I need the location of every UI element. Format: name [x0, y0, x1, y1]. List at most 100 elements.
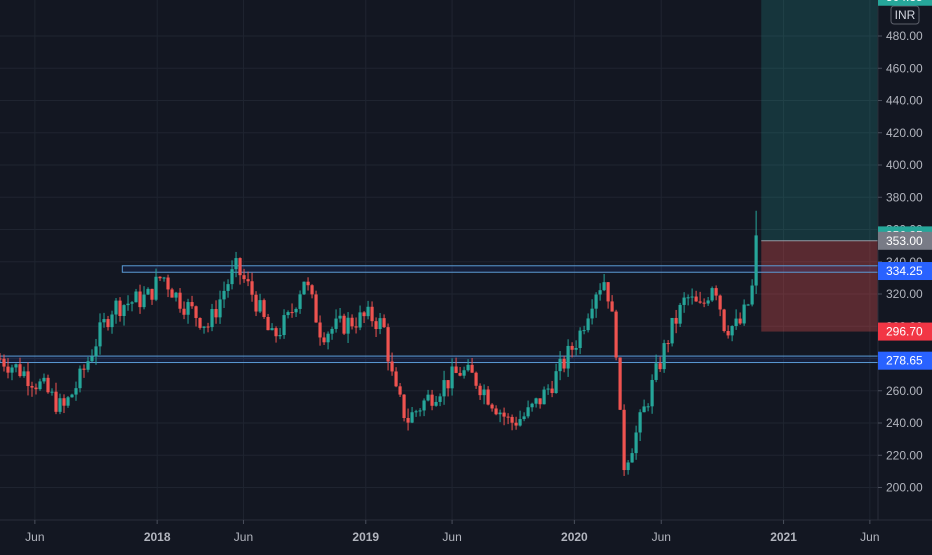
- candle[interactable]: [718, 294, 722, 317]
- candle[interactable]: [54, 382, 58, 415]
- candle[interactable]: [34, 383, 38, 395]
- candle[interactable]: [526, 400, 530, 419]
- candle[interactable]: [282, 309, 286, 339]
- candle[interactable]: [714, 285, 718, 301]
- candle[interactable]: [634, 425, 638, 460]
- candle[interactable]: [194, 305, 198, 327]
- candle[interactable]: [214, 300, 218, 324]
- candle[interactable]: [598, 283, 602, 301]
- candle[interactable]: [674, 309, 678, 334]
- candle[interactable]: [562, 355, 566, 373]
- candle[interactable]: [734, 309, 738, 330]
- candle[interactable]: [582, 325, 586, 335]
- candle[interactable]: [594, 292, 598, 318]
- candle[interactable]: [494, 405, 498, 416]
- candle[interactable]: [514, 416, 518, 430]
- candle[interactable]: [182, 301, 186, 320]
- candle[interactable]: [42, 373, 46, 384]
- candle[interactable]: [246, 271, 250, 287]
- candle[interactable]: [14, 363, 18, 373]
- candle[interactable]: [186, 298, 190, 324]
- candle[interactable]: [162, 276, 166, 282]
- candle[interactable]: [738, 312, 742, 325]
- candle[interactable]: [546, 384, 550, 395]
- candle[interactable]: [118, 297, 122, 322]
- candle[interactable]: [142, 286, 146, 310]
- candle[interactable]: [18, 357, 22, 378]
- candle[interactable]: [746, 303, 750, 306]
- candle[interactable]: [366, 300, 370, 320]
- candle[interactable]: [430, 389, 434, 411]
- candle[interactable]: [258, 293, 262, 314]
- candle[interactable]: [170, 287, 174, 298]
- candle[interactable]: [466, 359, 470, 372]
- candle[interactable]: [538, 398, 542, 409]
- candle[interactable]: [622, 404, 626, 476]
- candle[interactable]: [10, 364, 14, 381]
- candle[interactable]: [690, 288, 694, 305]
- candle[interactable]: [618, 357, 622, 411]
- candle[interactable]: [534, 397, 538, 408]
- candle[interactable]: [294, 307, 298, 317]
- candle[interactable]: [82, 364, 86, 378]
- candle[interactable]: [414, 409, 418, 417]
- candle[interactable]: [750, 279, 754, 307]
- candle[interactable]: [110, 310, 114, 334]
- candle[interactable]: [250, 272, 254, 302]
- candle[interactable]: [554, 363, 558, 394]
- candle[interactable]: [722, 308, 726, 333]
- candle[interactable]: [106, 315, 110, 331]
- candle[interactable]: [310, 284, 314, 299]
- candle[interactable]: [98, 313, 102, 355]
- candle[interactable]: [678, 302, 682, 328]
- candle[interactable]: [586, 313, 590, 333]
- candle[interactable]: [198, 317, 202, 330]
- candle[interactable]: [226, 279, 230, 298]
- candle[interactable]: [490, 403, 494, 412]
- candle[interactable]: [438, 393, 442, 407]
- candle[interactable]: [66, 395, 70, 408]
- candle[interactable]: [30, 381, 34, 397]
- candle[interactable]: [662, 339, 666, 373]
- candle[interactable]: [254, 291, 258, 317]
- position-loss-zone[interactable]: [761, 240, 878, 332]
- candle[interactable]: [442, 370, 446, 405]
- candle[interactable]: [474, 371, 478, 389]
- candle[interactable]: [222, 281, 226, 308]
- price-label[interactable]: 334.25: [878, 262, 932, 281]
- candle[interactable]: [730, 325, 734, 342]
- candle[interactable]: [46, 374, 50, 394]
- candle[interactable]: [78, 365, 82, 393]
- candle[interactable]: [146, 287, 150, 295]
- candle[interactable]: [406, 408, 410, 431]
- candle[interactable]: [630, 448, 634, 463]
- candle[interactable]: [502, 407, 506, 426]
- candle[interactable]: [206, 322, 210, 333]
- candle[interactable]: [590, 299, 594, 325]
- candle[interactable]: [426, 389, 430, 402]
- candle[interactable]: [50, 388, 54, 396]
- candle[interactable]: [694, 290, 698, 302]
- candle[interactable]: [130, 301, 134, 312]
- candle[interactable]: [450, 358, 454, 396]
- candle[interactable]: [446, 380, 450, 397]
- candle[interactable]: [166, 274, 170, 298]
- candle[interactable]: [394, 367, 398, 388]
- candle[interactable]: [90, 349, 94, 363]
- candle[interactable]: [458, 366, 462, 377]
- candle[interactable]: [138, 284, 142, 314]
- candle[interactable]: [202, 326, 206, 334]
- candle[interactable]: [26, 362, 30, 396]
- candle[interactable]: [154, 268, 158, 302]
- candle[interactable]: [610, 295, 614, 312]
- candle[interactable]: [102, 312, 106, 328]
- candle[interactable]: [266, 313, 270, 331]
- candle[interactable]: [350, 314, 354, 330]
- candle[interactable]: [134, 288, 138, 303]
- price-label[interactable]: 504.35: [878, 0, 932, 6]
- candle[interactable]: [234, 251, 238, 278]
- candle[interactable]: [370, 301, 374, 327]
- candle[interactable]: [742, 299, 746, 326]
- candle[interactable]: [74, 381, 78, 401]
